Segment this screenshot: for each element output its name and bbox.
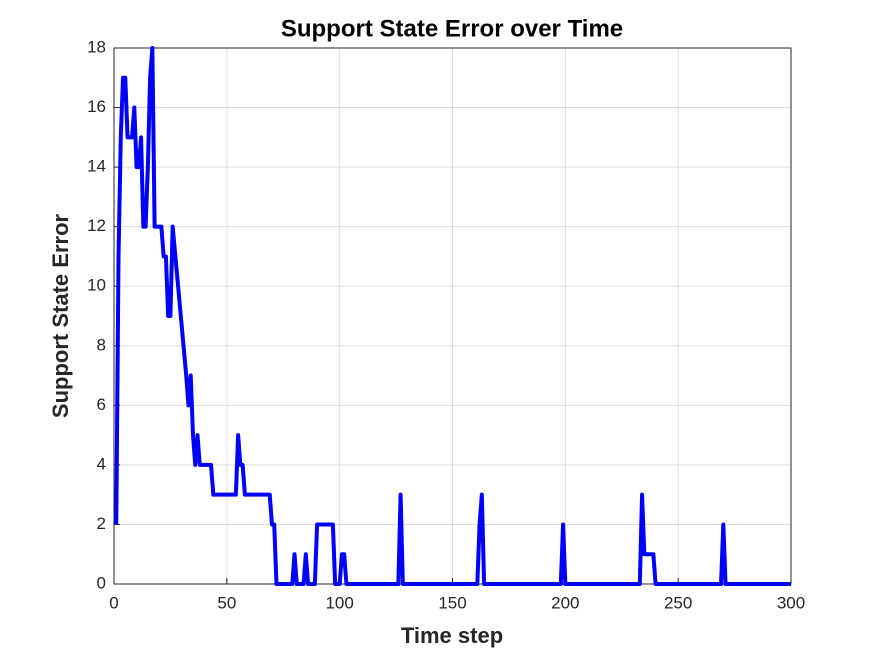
y-tick-label: 12 [87,216,106,235]
x-tick-label: 200 [551,593,579,612]
x-tick-label: 150 [438,593,466,612]
y-tick-label: 4 [97,454,106,473]
x-tick-label: 0 [109,593,118,612]
x-axis-label: Time step [401,623,503,648]
y-axis-label: Support State Error [48,213,73,418]
y-tick-label: 18 [87,37,106,56]
data-line [114,46,791,586]
y-tick-label: 2 [97,514,106,533]
x-tick-label: 300 [777,593,805,612]
x-tick-label: 50 [217,593,236,612]
chart-title: Support State Error over Time [281,15,623,42]
y-tick-label: 16 [87,97,106,116]
y-tick-label: 14 [87,157,106,176]
x-tick-label: 100 [325,593,353,612]
y-tick-label: 10 [87,276,106,295]
y-tick-label: 6 [97,395,106,414]
y-tick-label: 8 [97,335,106,354]
y-tick-label: 0 [97,573,106,592]
x-tick-label: 250 [664,593,692,612]
